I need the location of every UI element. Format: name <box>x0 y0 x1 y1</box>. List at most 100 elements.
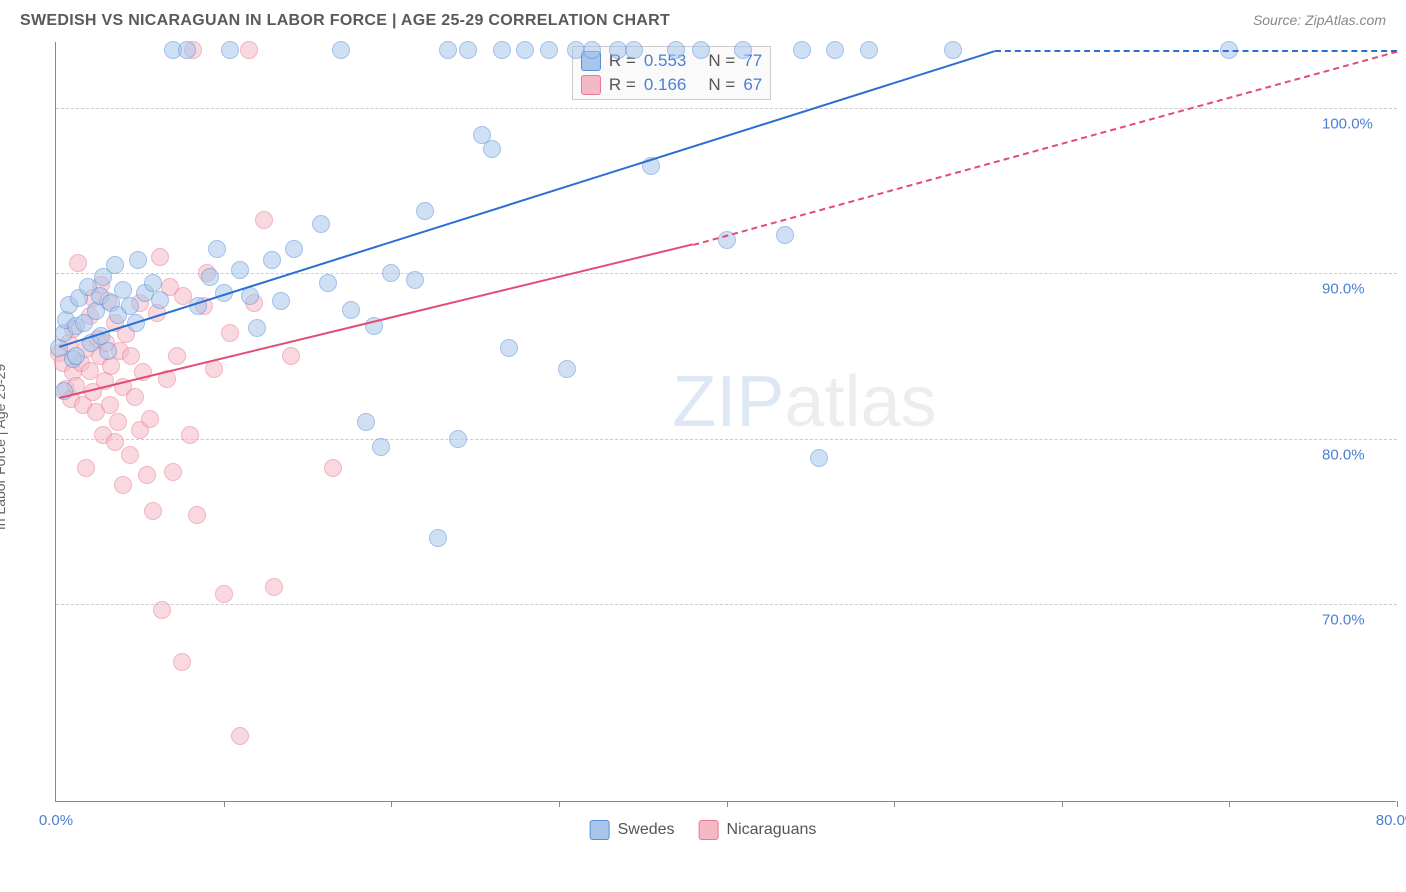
point-swedes <box>810 449 828 467</box>
point-nicaraguans <box>173 653 191 671</box>
y-tick-label: 70.0% <box>1322 611 1386 628</box>
point-swedes <box>121 297 139 315</box>
point-swedes <box>129 251 147 269</box>
point-swedes <box>201 268 219 286</box>
point-swedes <box>439 41 457 59</box>
point-nicaraguans <box>231 727 249 745</box>
y-tick-label: 100.0% <box>1322 116 1386 133</box>
point-nicaraguans <box>126 388 144 406</box>
x-tick <box>391 801 392 807</box>
point-swedes <box>567 41 585 59</box>
point-swedes <box>500 339 518 357</box>
point-nicaraguans <box>122 347 140 365</box>
point-swedes <box>449 430 467 448</box>
point-nicaraguans <box>121 446 139 464</box>
point-swedes <box>231 261 249 279</box>
point-swedes <box>99 342 117 360</box>
point-swedes <box>263 251 281 269</box>
x-tick-label: 0.0% <box>39 812 73 829</box>
point-nicaraguans <box>77 459 95 477</box>
gridline-h <box>56 439 1397 440</box>
point-swedes <box>106 256 124 274</box>
point-swedes <box>826 41 844 59</box>
point-nicaraguans <box>153 601 171 619</box>
point-nicaraguans <box>141 410 159 428</box>
x-tick-label: 80.0% <box>1376 812 1406 829</box>
point-swedes <box>667 41 685 59</box>
point-swedes <box>429 529 447 547</box>
stats-swatch <box>581 75 601 95</box>
x-tick <box>559 801 560 807</box>
point-nicaraguans <box>138 466 156 484</box>
point-nicaraguans <box>151 248 169 266</box>
point-swedes <box>382 264 400 282</box>
point-swedes <box>625 41 643 59</box>
point-nicaraguans <box>255 211 273 229</box>
trendline-nicaraguans-dash <box>693 50 1398 245</box>
plot-region: ZIPatlas R =0.553N =77R =0.166N =67 70.0… <box>55 42 1396 802</box>
point-swedes <box>734 41 752 59</box>
x-tick <box>1229 801 1230 807</box>
legend: Swedes Nicaraguans <box>590 820 817 840</box>
y-tick-label: 80.0% <box>1322 446 1386 463</box>
legend-label: Swedes <box>618 821 675 839</box>
point-swedes <box>312 215 330 233</box>
point-swedes <box>151 291 169 309</box>
chart-title: SWEDISH VS NICARAGUAN IN LABOR FORCE | A… <box>20 12 670 30</box>
point-swedes <box>67 347 85 365</box>
point-nicaraguans <box>164 463 182 481</box>
legend-label: Nicaraguans <box>727 821 817 839</box>
gridline-h <box>56 273 1397 274</box>
stats-n-value: 67 <box>743 75 762 95</box>
x-tick <box>894 801 895 807</box>
point-nicaraguans <box>106 433 124 451</box>
point-swedes <box>776 226 794 244</box>
point-nicaraguans <box>324 459 342 477</box>
point-swedes <box>692 41 710 59</box>
point-swedes <box>416 202 434 220</box>
point-swedes <box>332 41 350 59</box>
point-nicaraguans <box>69 254 87 272</box>
chart-area: In Labor Force | Age 25-29 ZIPatlas R =0… <box>10 42 1396 852</box>
gridline-h <box>56 604 1397 605</box>
trendline-swedes-dash <box>995 50 1397 52</box>
y-tick-label: 90.0% <box>1322 281 1386 298</box>
point-swedes <box>860 41 878 59</box>
point-nicaraguans <box>109 413 127 431</box>
point-nicaraguans <box>114 476 132 494</box>
point-swedes <box>558 360 576 378</box>
point-nicaraguans <box>240 41 258 59</box>
point-swedes <box>516 41 534 59</box>
stats-n-label: N = <box>708 75 735 95</box>
point-swedes <box>342 301 360 319</box>
point-nicaraguans <box>144 502 162 520</box>
x-tick <box>224 801 225 807</box>
point-swedes <box>372 438 390 456</box>
stats-r-label: R = <box>609 75 636 95</box>
chart-header: SWEDISH VS NICARAGUAN IN LABOR FORCE | A… <box>0 0 1406 42</box>
stats-r-value: 0.166 <box>644 75 687 95</box>
stats-n-label: N = <box>708 51 735 71</box>
point-swedes <box>406 271 424 289</box>
point-nicaraguans <box>181 426 199 444</box>
point-swedes <box>583 41 601 59</box>
point-swedes <box>285 240 303 258</box>
x-tick <box>727 801 728 807</box>
point-swedes <box>208 240 226 258</box>
point-swedes <box>793 41 811 59</box>
point-swedes <box>272 292 290 310</box>
point-swedes <box>357 413 375 431</box>
legend-item: Swedes <box>590 820 675 840</box>
point-swedes <box>944 41 962 59</box>
y-axis-label: In Labor Force | Age 25-29 <box>0 364 8 530</box>
watermark: ZIPatlas <box>672 361 936 443</box>
point-nicaraguans <box>101 396 119 414</box>
point-nicaraguans <box>221 324 239 342</box>
stats-row: R = 0.166 N = 67 <box>581 73 762 97</box>
point-swedes <box>483 140 501 158</box>
point-swedes <box>144 274 162 292</box>
point-nicaraguans <box>188 506 206 524</box>
point-swedes <box>540 41 558 59</box>
gridline-h <box>56 108 1397 109</box>
point-nicaraguans <box>265 578 283 596</box>
